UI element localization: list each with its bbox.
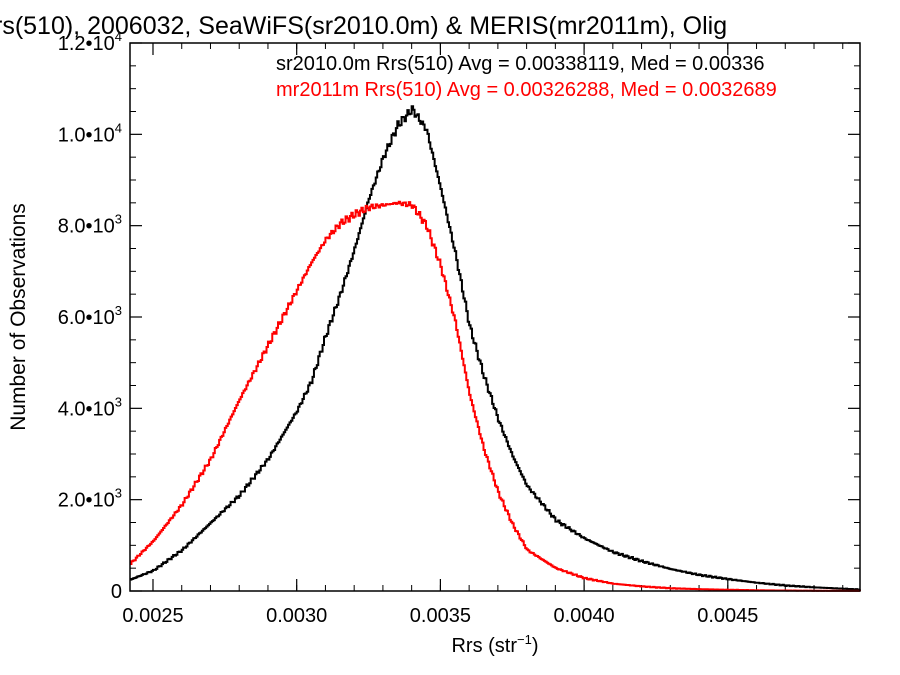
y-tick-label-base: 6.0•10	[58, 307, 115, 329]
series-layer	[130, 105, 861, 592]
y-tick-label-base: 0	[111, 581, 122, 603]
x-tick-label: 0.0025	[122, 605, 183, 627]
x-tick-label: 0.0045	[697, 605, 758, 627]
y-tick-label-base: 1.0•10	[58, 124, 115, 146]
y-tick-label: 6.0•103	[58, 303, 122, 329]
y-tick-label-exp: 3	[115, 212, 122, 227]
x-axis-label: Rrs (str−1)	[451, 632, 538, 657]
plot-frame	[129, 42, 861, 592]
x-tick-labels: 0.0025 0.0030 0.0035 0.0040 0.0045	[122, 605, 758, 627]
y-tick-label-exp: 3	[115, 303, 122, 318]
y-tick-label-exp: 4	[115, 29, 122, 44]
chart-title: rs(510), 2006032, SeaWiFS(sr2010.0m) & M…	[0, 12, 727, 40]
x-axis-label-sup: −1	[517, 632, 532, 647]
y-tick-label-exp: 4	[115, 120, 122, 135]
legend-entry-2: mr2011m Rrs(510) Avg = 0.00326288, Med =…	[276, 79, 777, 101]
series-line-1	[130, 105, 861, 591]
y-axis-label: Number of Observations	[7, 203, 30, 431]
x-tick-label: 0.0035	[410, 605, 471, 627]
y-tick-label: 1.0•104	[58, 120, 122, 146]
x-axis-label-end: )	[532, 635, 539, 657]
y-tick-label: 4.0•103	[58, 394, 122, 420]
x-tick-label: 0.0040	[554, 605, 615, 627]
y-tick-label-exp: 3	[115, 394, 122, 409]
y-tick-labels: 02.0•1034.0•1036.0•1038.0•1031.0•1041.2•…	[58, 29, 122, 603]
y-tick-label: 1.2•104	[58, 29, 122, 55]
y-tick-label-base: 8.0•10	[58, 216, 115, 238]
y-tick-label-base: 2.0•10	[58, 490, 115, 512]
y-tick-label-base: 1.2•10	[58, 33, 115, 55]
y-tick-label-base: 4.0•10	[58, 398, 115, 420]
legend-entry-1: sr2010.0m Rrs(510) Avg = 0.00338119, Med…	[276, 53, 764, 75]
y-tick-label: 0	[111, 581, 122, 603]
x-tick-label: 0.0030	[266, 605, 327, 627]
y-tick-label-exp: 3	[115, 486, 122, 501]
y-tick-label: 2.0•103	[58, 486, 122, 512]
series-line-2	[130, 200, 861, 592]
x-axis-label-base: Rrs (str	[451, 635, 517, 657]
y-tick-label: 8.0•103	[58, 212, 122, 238]
